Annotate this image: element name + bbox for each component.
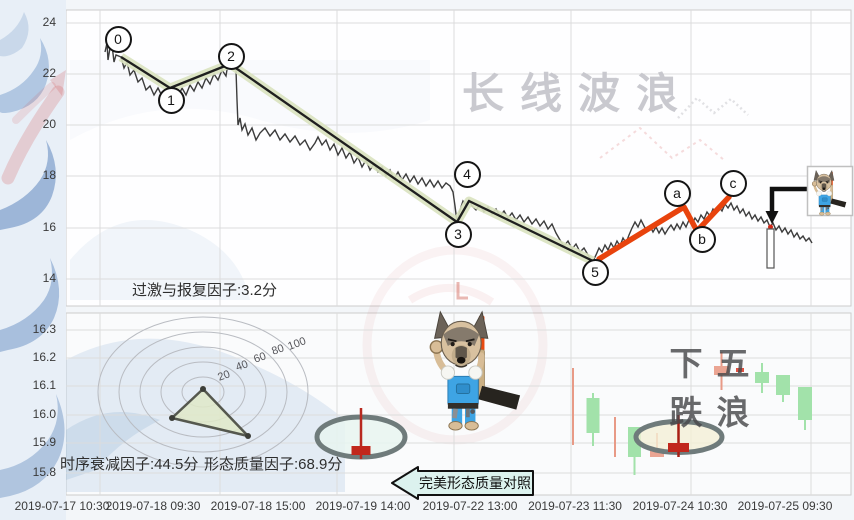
candle (776, 375, 790, 402)
watermark-long-wave: 长线波浪 (462, 70, 695, 117)
wave-marker-a: a (663, 179, 691, 207)
candle (714, 352, 729, 390)
pointer-arrow-annotation (765, 186, 809, 269)
y-tick: 16.3 (32, 322, 56, 336)
y-tick: 16.0 (32, 407, 56, 421)
x-tick: 2019-07-17 10:30 (14, 499, 110, 513)
y-tick: 20 (42, 117, 56, 131)
x-tick: 2019-07-22 13:00 (422, 499, 518, 513)
wave-marker-b: b (688, 225, 716, 253)
wave-marker-4: 4 (453, 160, 481, 188)
wave-marker-1: 1 (157, 86, 185, 114)
y-tick: 24 (42, 15, 56, 29)
abc-wave-line (596, 194, 732, 262)
x-tick: 2019-07-19 14:00 (315, 499, 411, 513)
wave-marker-c: c (719, 169, 747, 197)
x-tick: 2019-07-23 11:30 (528, 499, 622, 513)
perfect-pattern-banner-label: 完美形态质量对照 (419, 475, 531, 491)
watermark-downtrend-col2: 五浪 (712, 346, 749, 444)
y-tick: 14 (42, 271, 56, 285)
left-arrow-banner (391, 466, 534, 500)
red-seal-watermark (1, 70, 548, 445)
factor-note-overreaction: 过激与报复因子:3.2分 (132, 282, 278, 299)
factor-note-pattern-quality: 形态质量因子:68.9分 (204, 456, 343, 473)
y-tick: 16 (42, 220, 56, 234)
x-tick: 2019-07-18 09:30 (105, 499, 201, 513)
watermark-downtrend-col1: 下跌 (665, 346, 702, 444)
empty-bar-marker (766, 228, 775, 269)
wave-marker-0: 0 (104, 25, 132, 53)
top-chart-panel (65, 9, 852, 307)
candle (755, 363, 769, 393)
arrowhead-down-icon (765, 211, 779, 224)
y-tick: 22 (42, 66, 56, 80)
y-tick: 18 (42, 168, 56, 182)
candle (586, 393, 600, 446)
highlighted-candle-left (351, 408, 371, 459)
candle (736, 368, 744, 372)
x-tick: 2019-07-25 09:30 (737, 499, 833, 513)
x-tick: 2019-07-18 15:00 (210, 499, 306, 513)
y-tick: 15.9 (32, 435, 56, 449)
factor-note-time-decay: 时序衰减因子:44.5分 (60, 456, 199, 473)
y-tick: 16.2 (32, 350, 56, 364)
highlighted-candle-right (668, 415, 689, 457)
y-tick: 15.8 (32, 465, 56, 479)
y-tick: 16.1 (32, 378, 56, 392)
x-tick: 2019-07-24 10:30 (632, 499, 728, 513)
wave-marker-2: 2 (217, 42, 245, 70)
radar-polygon (170, 387, 250, 438)
wave-marker-5: 5 (581, 258, 609, 286)
impulse-wave-line (120, 56, 594, 263)
candle (798, 387, 812, 430)
radar-chart (97, 316, 309, 468)
wave-marker-3: 3 (444, 220, 472, 248)
faint-pattern-watermark (599, 96, 749, 161)
